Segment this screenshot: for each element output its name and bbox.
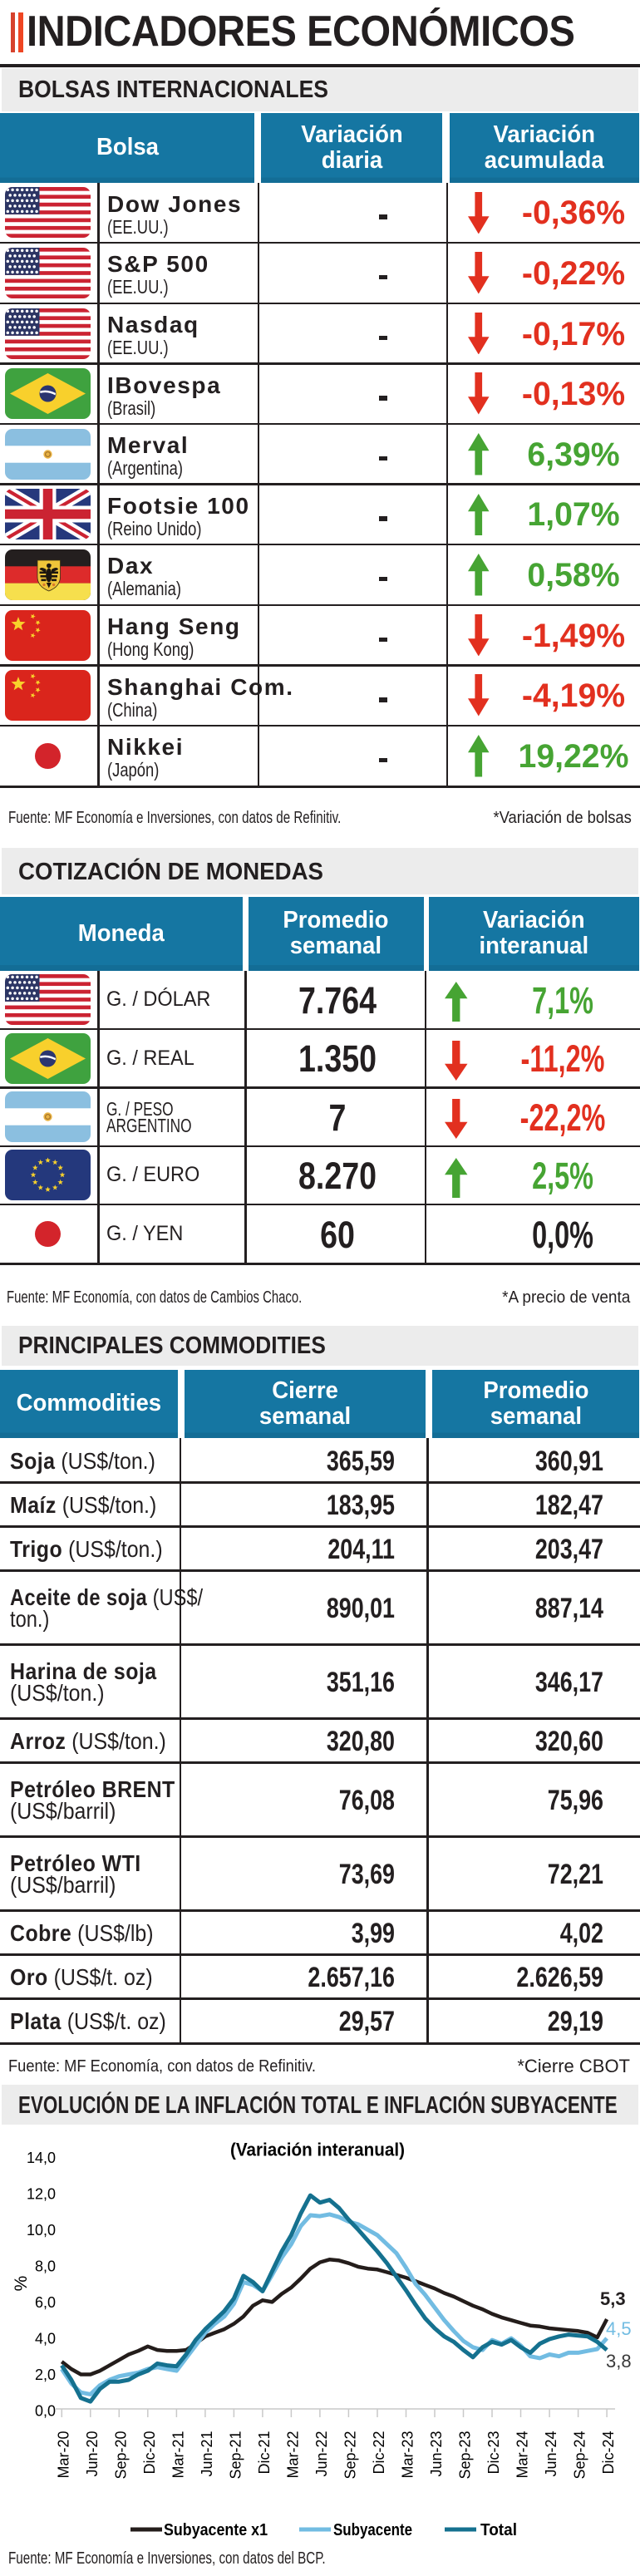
svg-text:Mar-20: Mar-20 [55, 2431, 71, 2479]
svg-text:2,0: 2,0 [35, 2367, 56, 2383]
svg-text:5,3: 5,3 [600, 2288, 626, 2309]
svg-text:%: % [12, 2276, 31, 2292]
svg-text:Sep-24: Sep-24 [572, 2431, 588, 2480]
svg-text:Dic-20: Dic-20 [141, 2431, 158, 2475]
svg-text:Sep-23: Sep-23 [457, 2431, 474, 2480]
svg-text:Sep-21: Sep-21 [227, 2431, 244, 2480]
svg-text:4,5: 4,5 [606, 2318, 632, 2339]
svg-text:10,0: 10,0 [27, 2222, 56, 2239]
svg-text:Dic-24: Dic-24 [600, 2431, 617, 2475]
svg-text:Jun-23: Jun-23 [428, 2431, 445, 2477]
svg-text:Sep-22: Sep-22 [342, 2431, 358, 2480]
svg-text:4,0: 4,0 [35, 2331, 56, 2347]
svg-text:14,0: 14,0 [27, 2150, 56, 2166]
svg-text:Dic-22: Dic-22 [371, 2431, 387, 2475]
svg-text:Dic-21: Dic-21 [256, 2431, 273, 2475]
svg-text:Mar-24: Mar-24 [514, 2431, 531, 2479]
svg-text:Jun-22: Jun-22 [313, 2431, 330, 2477]
svg-text:8,0: 8,0 [35, 2258, 56, 2275]
svg-text:Subyacente: Subyacente [333, 2521, 412, 2539]
svg-text:(Variación interanual): (Variación interanual) [230, 2140, 405, 2160]
svg-text:Jun-21: Jun-21 [199, 2431, 215, 2477]
svg-text:Jun-20: Jun-20 [84, 2431, 101, 2477]
svg-text:Jun-24: Jun-24 [543, 2431, 559, 2477]
svg-text:0,0: 0,0 [35, 2403, 56, 2420]
svg-text:Mar-21: Mar-21 [170, 2431, 186, 2479]
svg-text:Subyacente x1: Subyacente x1 [164, 2521, 268, 2539]
svg-text:12,0: 12,0 [27, 2185, 56, 2202]
svg-text:Mar-22: Mar-22 [284, 2431, 301, 2479]
svg-text:3,8: 3,8 [606, 2351, 632, 2372]
svg-text:6,0: 6,0 [35, 2294, 56, 2311]
svg-text:Dic-23: Dic-23 [485, 2431, 502, 2475]
svg-text:Sep-20: Sep-20 [112, 2431, 129, 2480]
svg-text:Mar-23: Mar-23 [400, 2431, 416, 2479]
svg-text:Total: Total [480, 2521, 517, 2539]
